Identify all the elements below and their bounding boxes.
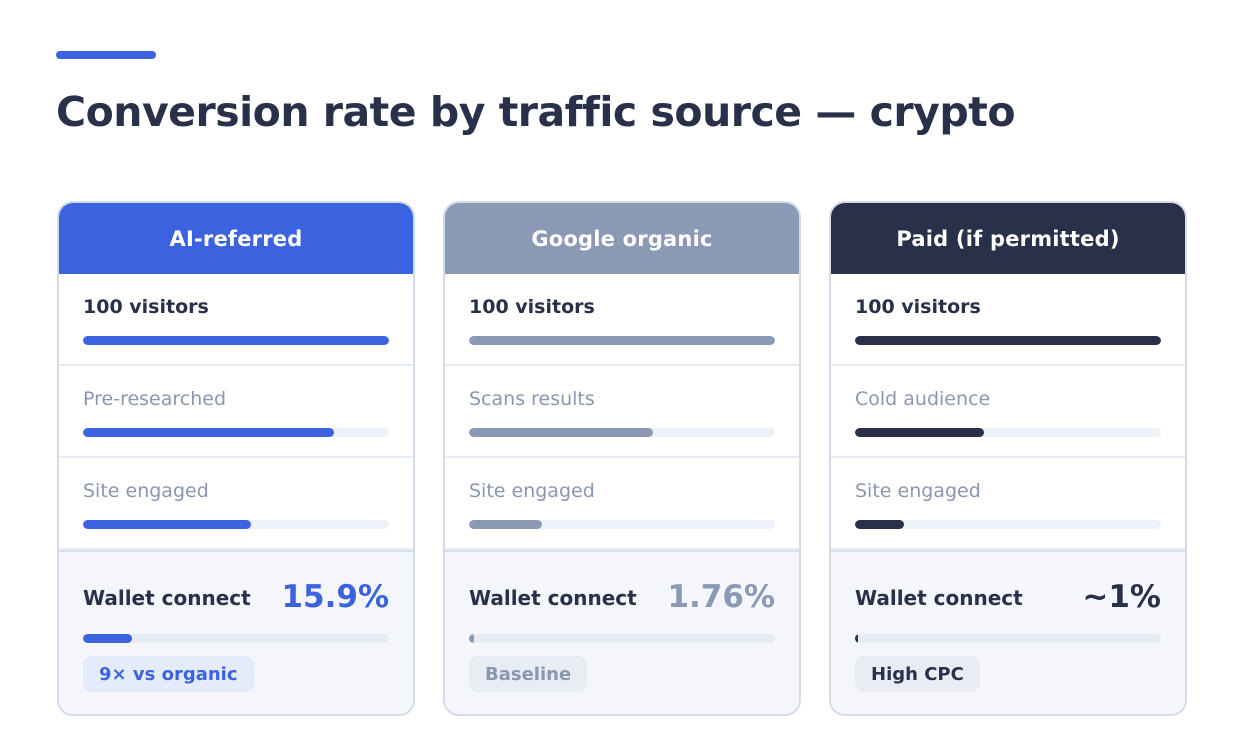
conversion-rate-value: ~1%: [1082, 579, 1161, 615]
comparison-badge: 9× vs organic: [83, 656, 254, 692]
stage-label: Site engaged: [855, 480, 981, 502]
stage-bar-track: [469, 520, 775, 529]
stage-label: 100 visitors: [469, 296, 595, 318]
stage-label: Scans results: [469, 388, 595, 410]
conversion-rate-value: 15.9%: [281, 579, 389, 615]
stage-bar-track: [855, 520, 1161, 529]
card-header: Google organic: [445, 203, 799, 274]
stage-bar: [83, 336, 389, 345]
funnel-stage-row: Site engaged: [445, 458, 799, 550]
stage-label: Site engaged: [469, 480, 595, 502]
stage-bar: [83, 428, 334, 437]
stage-bar-track: [469, 428, 775, 437]
stage-bar: [855, 520, 904, 529]
stage-bar-track: [83, 520, 389, 529]
funnel-stage-row: Site engaged: [831, 458, 1185, 550]
funnel-stage-row: Scans results: [445, 366, 799, 458]
source-card: Google organic 100 visitors Scans results S…: [443, 201, 801, 716]
chart-title: Conversion rate by traffic source — cryp…: [56, 88, 1016, 136]
funnel-stage-row: Pre-researched: [59, 366, 413, 458]
stage-bar-track: [83, 336, 389, 345]
stage-bar: [469, 336, 775, 345]
stage-bar: [855, 336, 1161, 345]
stage-bar-track: [469, 336, 775, 345]
conversion-bar-track: [83, 634, 389, 643]
stage-label: 100 visitors: [855, 296, 981, 318]
stage-bar-track: [855, 428, 1161, 437]
stage-bar-track: [83, 428, 389, 437]
comparison-badge: Baseline: [469, 656, 588, 692]
conversion-label: Wallet connect: [83, 586, 251, 610]
conversion-bar: [469, 634, 475, 643]
title-accent-bar: [56, 51, 156, 59]
stage-bar: [469, 520, 543, 529]
card-header: Paid (if permitted): [831, 203, 1185, 274]
stage-label: 100 visitors: [83, 296, 209, 318]
funnel-stage-row: 100 visitors: [445, 274, 799, 366]
stage-label: Site engaged: [83, 480, 209, 502]
conversion-bar: [855, 634, 859, 643]
source-cards: AI-referred 100 visitors Pre-researched Sit…: [57, 201, 1188, 716]
funnel-stage-row: Cold audience: [831, 366, 1185, 458]
funnel-stage-row: 100 visitors: [831, 274, 1185, 366]
stage-bar: [469, 428, 653, 437]
stage-label: Pre-researched: [83, 388, 227, 410]
stage-bar: [83, 520, 252, 529]
conversion-rate-value: 1.76%: [667, 579, 775, 615]
stage-bar: [855, 428, 984, 437]
funnel-stage-row: 100 visitors: [59, 274, 413, 366]
stage-bar-track: [855, 336, 1161, 345]
source-card: AI-referred 100 visitors Pre-researched Sit…: [57, 201, 415, 716]
conversion-bar-track: [469, 634, 775, 643]
card-header: AI-referred: [59, 203, 413, 274]
conversion-footer: Wallet connect ~1% High CPC: [831, 550, 1185, 714]
conversion-footer: Wallet connect 15.9% 9× vs organic: [59, 550, 413, 714]
conversion-bar: [83, 634, 132, 643]
stage-label: Cold audience: [855, 388, 991, 410]
funnel-stage-row: Site engaged: [59, 458, 413, 550]
comparison-badge: High CPC: [855, 656, 980, 692]
conversion-footer: Wallet connect 1.76% Baseline: [445, 550, 799, 714]
source-card: Paid (if permitted) 100 visitors Cold audi…: [829, 201, 1187, 716]
conversion-label: Wallet connect: [469, 586, 637, 610]
conversion-bar-track: [855, 634, 1161, 643]
conversion-label: Wallet connect: [855, 586, 1023, 610]
